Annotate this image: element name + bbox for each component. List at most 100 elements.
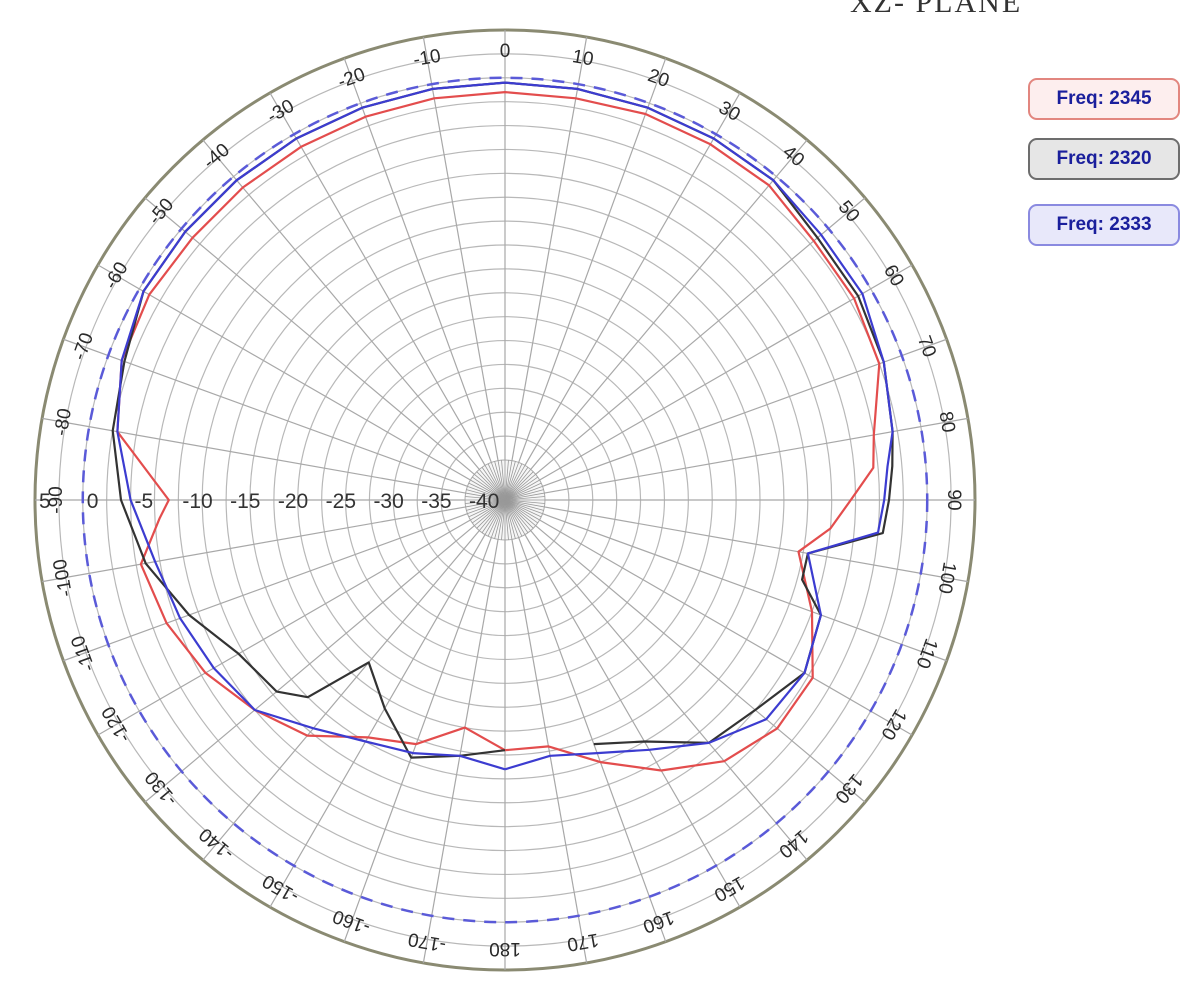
angle-tick-label: 60 <box>879 261 908 290</box>
hub-spoke <box>504 499 523 537</box>
radial-tick-label: -35 <box>421 490 451 513</box>
angle-tick-label: 110 <box>911 636 941 672</box>
grid-spoke <box>539 264 913 481</box>
hub-spoke <box>490 462 506 501</box>
grid-spoke <box>530 139 808 470</box>
hub-spoke <box>465 492 506 501</box>
hub-spoke <box>494 461 506 501</box>
angle-tick-label: 40 <box>778 142 808 172</box>
angle-tick-label: 170 <box>565 929 600 955</box>
grid-spoke <box>511 37 588 461</box>
grid-spoke <box>530 530 808 861</box>
hub-spoke <box>465 499 506 504</box>
hub-spoke <box>490 499 506 538</box>
radial-tick-labels: 5 0 -5 -10 -15 -20 -25 -30 -35 -40 <box>39 490 499 513</box>
legend-label: Freq: 2333 <box>1056 214 1152 235</box>
hub-spoke <box>474 499 506 527</box>
hub-spoke <box>504 473 536 501</box>
hub-spoke <box>504 462 520 501</box>
hub-spoke <box>487 463 506 501</box>
angle-tick-label: -120 <box>98 703 135 746</box>
grid-spoke <box>422 539 499 963</box>
angle-tick-label: 150 <box>710 871 748 905</box>
hub-spoke <box>504 499 543 515</box>
radial-tick-label: -30 <box>373 490 403 513</box>
angle-tick-label: -30 <box>264 96 298 128</box>
legend-item-freq-2320[interactable]: Freq: 2320 <box>1028 138 1180 180</box>
series-lines <box>111 81 894 772</box>
hub-spoke <box>472 499 506 524</box>
grid-spoke <box>524 534 741 908</box>
radial-tick-label: -20 <box>278 490 308 513</box>
grid-spoke <box>542 513 947 662</box>
series-line <box>116 91 881 772</box>
angle-tick-label: 10 <box>571 46 595 70</box>
reference-circle <box>81 76 929 924</box>
radial-tick-label: -40 <box>469 490 499 513</box>
hub-spoke <box>472 476 506 501</box>
hub-spoke <box>478 469 506 501</box>
angle-tick-label: 100 <box>934 560 960 595</box>
hub-spoke <box>504 499 516 539</box>
hub-spoke <box>466 489 506 501</box>
hub-spoke <box>504 499 540 521</box>
angle-tick-label: -90 <box>46 486 67 513</box>
radial-tick-label: -25 <box>326 490 356 513</box>
angle-tick-label: -40 <box>199 140 234 174</box>
chart-title: XZ- PLANE <box>850 0 1023 19</box>
polar-chart: 0 102030405060708090100110120130140150160… <box>33 28 977 972</box>
hub-spoke <box>504 485 543 501</box>
hub-spoke <box>504 492 545 501</box>
radial-tick-label: 0 <box>87 490 99 513</box>
hub-spoke <box>487 499 506 537</box>
hub-spoke <box>467 485 506 501</box>
legend-label: Freq: 2345 <box>1056 88 1152 109</box>
hub-spoke <box>504 499 544 511</box>
hub-spoke <box>497 460 506 501</box>
radial-tick-label: 5 <box>39 490 51 513</box>
hub-spoke <box>467 499 506 515</box>
hub-spoke <box>504 460 509 501</box>
grid-spoke <box>63 513 468 662</box>
hub-spoke <box>504 465 526 501</box>
radial-tick-label: -5 <box>135 490 154 513</box>
angle-tick-label: -80 <box>51 407 76 438</box>
hub-spoke <box>481 467 506 501</box>
radial-tick-label: -10 <box>182 490 212 513</box>
grid-spoke <box>422 37 499 461</box>
hub-spoke <box>465 496 506 501</box>
series-line <box>116 81 894 771</box>
hub-spoke <box>501 460 506 501</box>
hub-spoke <box>465 499 506 508</box>
hub-spoke <box>497 499 506 540</box>
angle-tick-label: -100 <box>50 557 77 598</box>
hub-spoke <box>504 499 538 524</box>
hub-spoke <box>504 471 534 501</box>
hub-spoke <box>504 482 542 501</box>
angle-tick-label: -20 <box>335 64 368 93</box>
grid-spoke <box>144 197 475 475</box>
angle-tick-label: 80 <box>934 410 958 434</box>
grid-spoke <box>544 417 968 494</box>
hub-spoke <box>504 479 540 501</box>
hub-spoke <box>504 467 529 501</box>
angle-tick-label: 160 <box>640 906 677 937</box>
angle-tick-label: -150 <box>259 870 302 907</box>
legend-item-freq-2333[interactable]: Freq: 2333 <box>1028 204 1180 246</box>
angle-tick-label: 0 <box>500 41 511 62</box>
legend-item-freq-2345[interactable]: Freq: 2345 <box>1028 78 1180 120</box>
hub-spoke <box>504 499 520 538</box>
angle-tick-label: 50 <box>834 197 864 227</box>
grid-spoke <box>343 537 492 942</box>
hub-spoke <box>476 471 506 501</box>
hub-spoke <box>504 499 529 533</box>
hub-spoke <box>504 499 545 504</box>
hub-spoke <box>484 499 506 535</box>
hub-spoke <box>470 499 506 521</box>
hub-spoke <box>504 469 532 501</box>
grid-spoke <box>518 58 667 463</box>
grid-spoke <box>535 525 866 803</box>
hub-spoke <box>468 482 506 501</box>
hub-spoke <box>504 476 538 501</box>
grid-spoke <box>97 519 471 736</box>
